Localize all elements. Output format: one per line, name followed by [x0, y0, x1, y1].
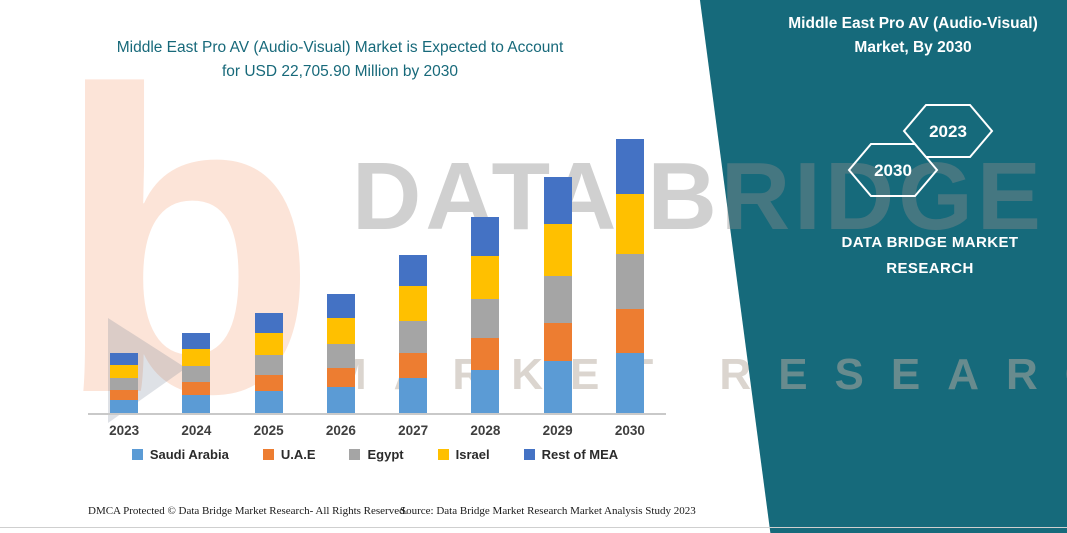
bar-segment-saudi-arabia	[543, 361, 572, 413]
legend-label: Rest of MEA	[541, 447, 619, 462]
legend-label: Saudi Arabia	[149, 447, 229, 462]
bar-segment-saudi-arabia	[326, 387, 355, 413]
bar-2028	[471, 217, 500, 413]
legend-swatch	[523, 449, 535, 460]
bar-segment-israel	[543, 224, 572, 276]
legend-label: Egypt	[367, 447, 404, 462]
banner-title: Middle East Pro AV (Audio-Visual) Market…	[788, 15, 1038, 57]
bar-2029	[543, 177, 572, 413]
hexagon-2023	[902, 104, 994, 158]
chart-title: Middle East Pro AV (Audio-Visual) Market…	[60, 36, 620, 84]
source-note: Source: Data Bridge Market Research Mark…	[400, 505, 696, 517]
watermark-text-databridge: DATA BRIDGE	[352, 143, 1045, 250]
dmca-notice: DMCA Protected © Data Bridge Market Rese…	[88, 505, 408, 517]
bar-2027	[399, 255, 428, 413]
legend-item-egypt: Egypt	[349, 447, 404, 462]
bar-segment-egypt	[615, 254, 644, 309]
x-axis-label: 2028	[470, 423, 501, 438]
legend-swatch	[131, 449, 143, 460]
bar-segment-saudi-arabia	[254, 391, 283, 413]
brand-name: DATA BRIDGE MARKET RESEARCH	[808, 230, 1052, 281]
bar-segment-egypt	[326, 344, 355, 368]
hexagon-2030	[847, 143, 939, 197]
bar-segment-u-a-e	[326, 368, 355, 387]
legend-item-saudi-arabia: Saudi Arabia	[131, 447, 229, 462]
bar-segment-u-a-e	[110, 390, 139, 400]
bar-segment-saudi-arabia	[399, 378, 428, 413]
x-axis-label: 2024	[181, 423, 212, 438]
bar-segment-rest-of-mea	[399, 255, 428, 286]
stacked-bar-chart: 2023 2024 2025 2026 2027 2028 2029 2030	[88, 123, 666, 438]
brand-line-2: RESEARCH	[886, 259, 974, 277]
legend-item-u-a-e: U.A.E	[262, 447, 316, 462]
bar-segment-egypt	[110, 378, 139, 390]
hexagon-2023-label: 2023	[929, 122, 967, 141]
bar-2026	[326, 294, 355, 413]
bar-segment-u-a-e	[543, 323, 572, 361]
bar-segment-saudi-arabia	[182, 395, 211, 413]
year-hexagons: 2030 2023	[847, 104, 994, 197]
bar-segment-rest-of-mea	[110, 353, 139, 365]
bar-segment-israel	[254, 333, 283, 355]
x-axis-label: 2025	[253, 423, 284, 438]
legend-swatch	[437, 449, 449, 460]
bar-2023	[110, 353, 139, 413]
bar-segment-israel	[110, 365, 139, 378]
chart-bars	[88, 123, 666, 415]
legend-item-rest-of-mea: Rest of MEA	[523, 447, 619, 462]
bar-segment-rest-of-mea	[543, 177, 572, 224]
legend-swatch	[349, 449, 361, 460]
bar-segment-egypt	[399, 321, 428, 353]
legend-label: U.A.E	[280, 447, 316, 462]
hexagon-2030-label: 2030	[874, 161, 912, 180]
bar-segment-israel	[615, 194, 644, 254]
brand-line-1: DATA BRIDGE MARKET	[841, 234, 1019, 251]
footer-divider	[0, 527, 1067, 528]
bar-2024	[182, 333, 211, 413]
bar-segment-israel	[471, 256, 500, 299]
bar-segment-israel	[326, 318, 355, 344]
legend-swatch	[262, 449, 274, 460]
bar-segment-saudi-arabia	[110, 400, 139, 413]
bar-segment-u-a-e	[399, 353, 428, 378]
bar-segment-u-a-e	[254, 375, 283, 391]
chart-legend: Saudi Arabia U.A.E Egypt Israel Rest of MEA	[70, 447, 680, 462]
legend-item-israel: Israel	[437, 447, 490, 462]
x-axis-label: 2023	[109, 423, 140, 438]
bar-segment-u-a-e	[471, 338, 500, 370]
x-axis-label: 2029	[542, 423, 573, 438]
chart-x-labels: 2023 2024 2025 2026 2027 2028 2029 2030	[88, 423, 666, 438]
bar-segment-rest-of-mea	[182, 333, 211, 349]
x-axis-label: 2030	[614, 423, 645, 438]
bar-2025	[254, 313, 283, 413]
bar-segment-rest-of-mea	[326, 294, 355, 318]
bar-segment-u-a-e	[182, 382, 211, 395]
bar-segment-rest-of-mea	[254, 313, 283, 333]
chart-title-line-1: Middle East Pro AV (Audio-Visual) Market…	[116, 39, 564, 56]
bar-segment-u-a-e	[615, 309, 644, 353]
x-axis-label: 2027	[398, 423, 429, 438]
bar-segment-egypt	[254, 355, 283, 375]
x-axis-label: 2026	[325, 423, 356, 438]
chart-title-line-2: for USD 22,705.90 Million by 2030	[221, 63, 459, 80]
bar-segment-israel	[182, 349, 211, 366]
bar-segment-rest-of-mea	[471, 217, 500, 256]
bar-segment-saudi-arabia	[471, 370, 500, 413]
bar-segment-saudi-arabia	[615, 353, 644, 413]
watermark-text-market-research: MARKET RESEARCH	[330, 350, 1067, 399]
bar-segment-egypt	[543, 276, 572, 323]
legend-label: Israel	[455, 447, 490, 462]
bar-segment-egypt	[182, 366, 211, 382]
bar-2030	[615, 139, 644, 413]
bar-segment-egypt	[471, 299, 500, 338]
bar-segment-israel	[399, 286, 428, 321]
bar-segment-rest-of-mea	[615, 139, 644, 194]
